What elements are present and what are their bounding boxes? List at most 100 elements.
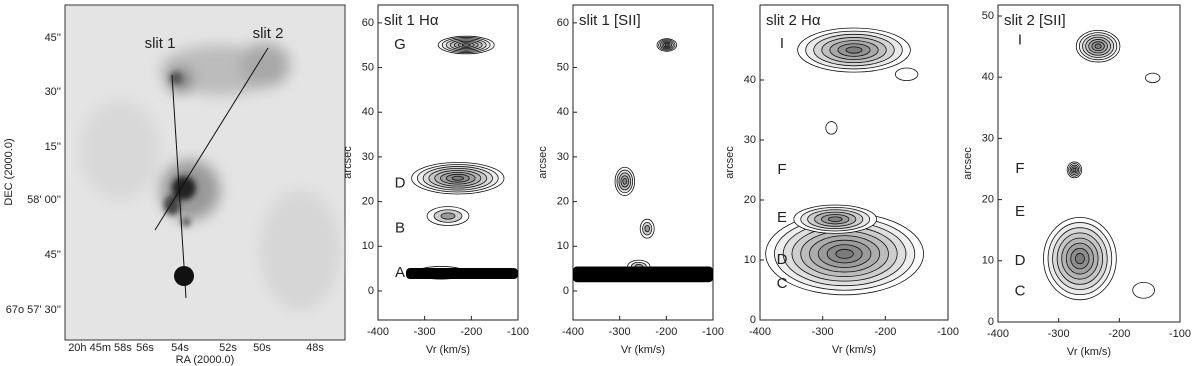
contour-panel: 0 10 20 30 40 50 60 -400 -300 -200 -100 Vr (km/s) ar…: [537, 4, 724, 356]
region-label: I: [780, 35, 784, 52]
region-label: E: [1015, 203, 1025, 220]
contour: [825, 121, 838, 135]
contour: [1132, 281, 1155, 299]
region-label: G: [394, 36, 406, 53]
contour: [440, 212, 456, 220]
y-tick-label: 10: [744, 254, 756, 266]
y-tick-label: 50: [557, 61, 569, 73]
y-tick-label: 60: [362, 17, 374, 29]
saturated-band: [573, 266, 713, 283]
x-tick-label: -200: [460, 326, 482, 338]
x-tick-label: -300: [609, 326, 631, 338]
region-label: A: [395, 264, 405, 281]
x-tick-label: -100: [507, 326, 529, 338]
x-axis-label: Vr (km/s): [832, 344, 876, 356]
y-tick-label: 10: [982, 255, 994, 267]
y-axis-label: arcsec: [724, 146, 736, 179]
region-label: F: [1015, 160, 1024, 177]
region-label: D: [777, 251, 788, 268]
contour: [451, 175, 464, 181]
y-tick-label: 10: [557, 240, 569, 252]
x-tick-label: -400: [562, 326, 584, 338]
y-axis-label: arcsec: [962, 147, 974, 180]
y-tick-label: 30: [744, 134, 756, 146]
x-tick-label: -400: [749, 326, 771, 338]
x-tick-label: 52s: [219, 342, 237, 354]
region-label: E: [777, 209, 787, 226]
slit-line: [171, 74, 187, 299]
x-tick-label: -200: [874, 326, 896, 338]
y-tick-label: 40: [982, 71, 994, 83]
contour: [664, 43, 669, 47]
contour-panel: 0 10 20 30 40 -400 -300 -200 -100 Vr (km/s) arcsec…: [724, 4, 959, 356]
x-tick-label: 20h 45m 58s: [68, 342, 132, 354]
region-label: B: [395, 219, 405, 236]
y-axis-label: arcsec: [537, 146, 549, 179]
y-tick-label: 45'': [45, 249, 61, 261]
panel-title: slit 1 [SII]: [579, 12, 641, 29]
contour: [1074, 253, 1085, 265]
x-axis-label: RA (2000.0): [176, 354, 235, 366]
y-tick-label: 67o 57' 30'': [6, 304, 61, 316]
y-tick-label: 30: [982, 132, 994, 144]
x-tick-label: 56s: [136, 342, 154, 354]
y-tick-label: 60: [557, 17, 569, 29]
region-label: D: [395, 175, 406, 192]
y-tick-label: 10: [362, 240, 374, 252]
y-tick-label: 45'': [45, 32, 61, 44]
x-tick-label: -200: [1108, 328, 1130, 340]
y-tick-label: 30'': [45, 86, 61, 98]
panel-title: slit 2 [SII]: [1004, 12, 1066, 29]
y-tick-label: 40: [557, 106, 569, 118]
y-tick-label: 0: [563, 285, 569, 297]
region-label: C: [1015, 282, 1026, 299]
contour: [894, 67, 919, 82]
x-tick-label: -300: [812, 326, 834, 338]
x-tick-label: -100: [1169, 328, 1191, 340]
y-tick-label: 40: [362, 106, 374, 118]
slit-line: [154, 47, 269, 231]
x-tick-label: -400: [987, 328, 1009, 340]
y-tick-label: 0: [988, 316, 994, 328]
contour: [1072, 167, 1077, 172]
y-tick-label: 30: [362, 151, 374, 163]
x-axis-label: Vr (km/s): [1067, 346, 1111, 358]
contour-panel: 0 10 20 30 40 50 -400 -300 -200 -100 Vr (km/s) arcs…: [962, 4, 1191, 358]
y-tick-label: 30: [557, 151, 569, 163]
slit-label: slit 1: [145, 35, 176, 52]
contour: [622, 178, 628, 185]
contour: [1145, 72, 1161, 84]
x-tick-label: -100: [937, 326, 959, 338]
y-tick-label: 20: [362, 196, 374, 208]
x-axis-label: Vr (km/s): [621, 344, 665, 356]
y-tick-label: 20: [557, 196, 569, 208]
x-tick-label: 54s: [171, 342, 189, 354]
x-tick-label: -100: [702, 326, 724, 338]
panel-title: slit 2 Hα: [766, 12, 821, 29]
y-axis-label: arcsec: [342, 146, 354, 179]
y-tick-label: 20: [982, 194, 994, 206]
region-label: C: [777, 275, 788, 292]
contour: [835, 248, 854, 259]
y-tick-label: 50: [982, 10, 994, 22]
x-tick-label: -300: [1048, 328, 1070, 340]
stars: [164, 72, 196, 227]
contour: [461, 43, 471, 47]
x-tick-label: 48s: [306, 342, 324, 354]
contour-panel: 0 10 20 30 40 50 60 -400 -300 -200 -100 Vr (km/s) ar…: [342, 4, 529, 356]
y-axis-label: DEC (2000.0): [3, 138, 15, 205]
region-label: F: [777, 161, 786, 178]
saturated-band: [406, 268, 518, 280]
nebula: [80, 43, 340, 310]
x-axis-label: Vr (km/s): [426, 344, 470, 356]
y-tick-label: 58' 00'': [27, 194, 61, 206]
panel-title: slit 1 Hα: [384, 12, 439, 29]
image-panel: slit 1 slit 2 RA (2000.0) DEC (2000.0): [3, 4, 346, 366]
x-tick-label: 50s: [253, 342, 271, 354]
y-tick-label: 15'': [45, 141, 61, 153]
star: [174, 266, 194, 286]
contour: [845, 46, 863, 54]
region-label: I: [1018, 31, 1022, 48]
contour: [644, 225, 650, 233]
